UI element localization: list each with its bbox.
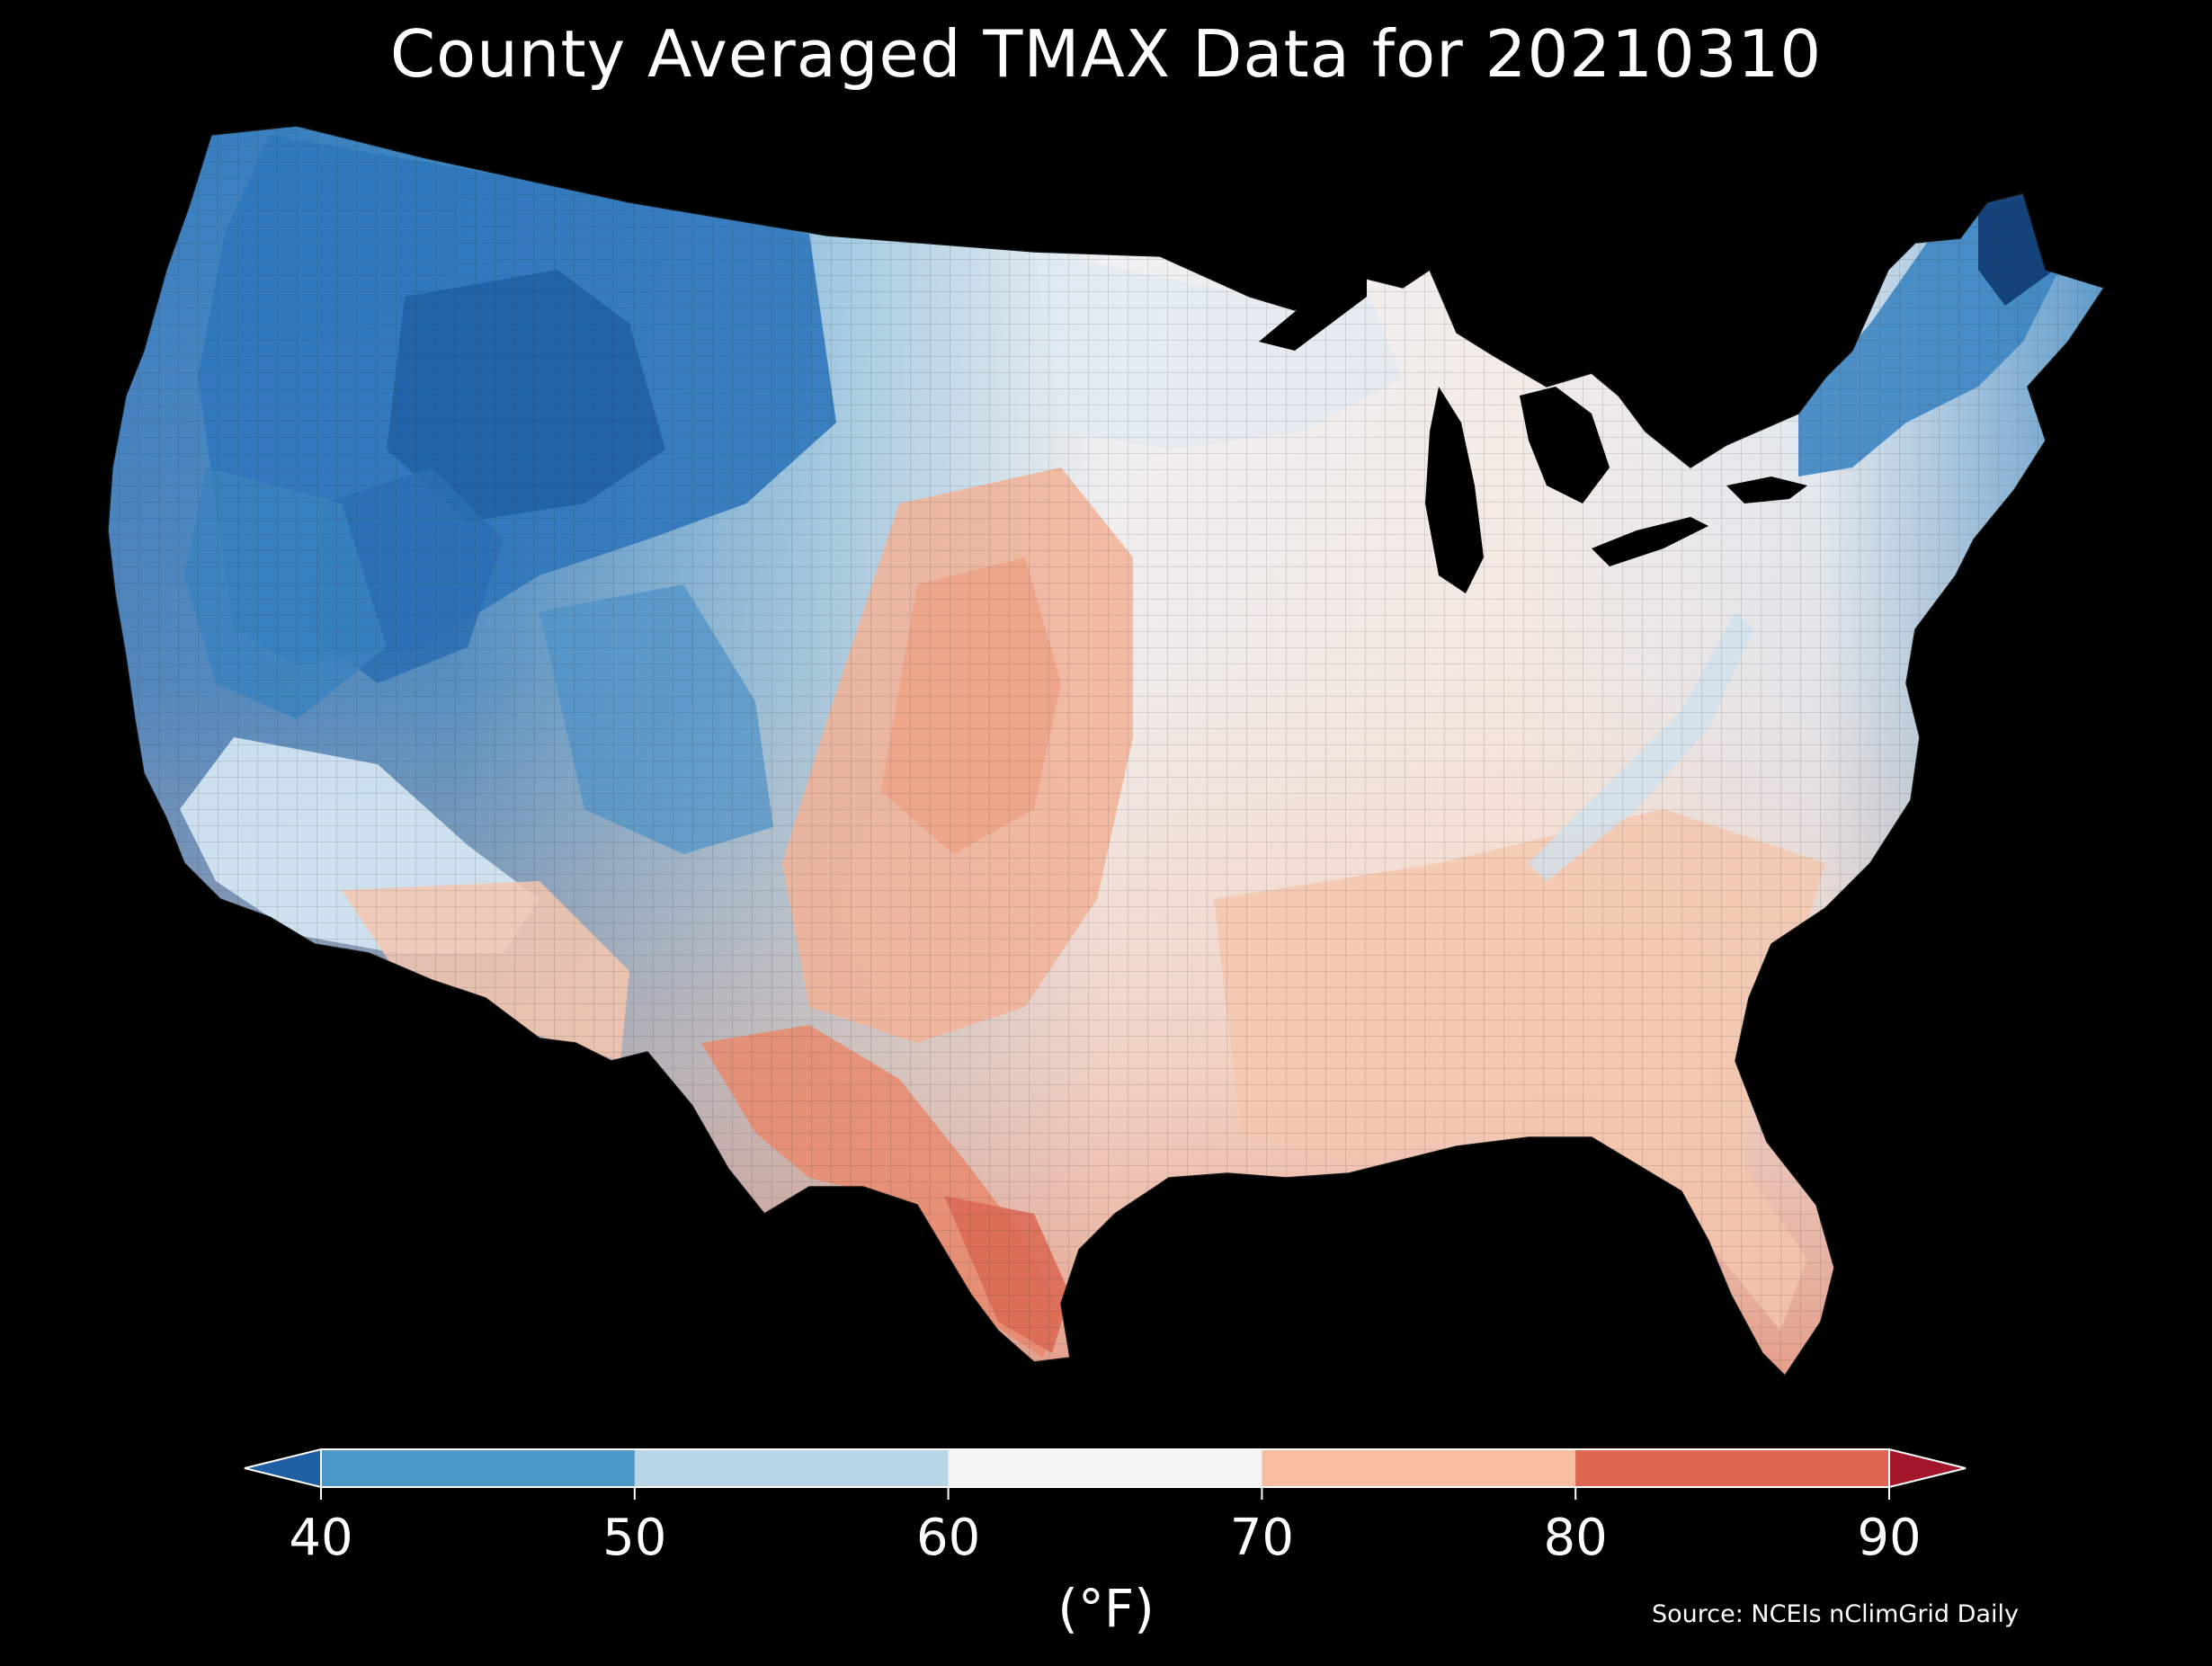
lake-ontario bbox=[1726, 477, 1807, 503]
source-credit: Source: NCEIs nClimGrid Daily bbox=[1652, 1600, 2019, 1628]
lake-superior bbox=[1259, 279, 1367, 351]
colorbar-bin bbox=[634, 1449, 950, 1487]
colorbar-tick-label: 80 bbox=[1543, 1509, 1608, 1567]
colorbar bbox=[244, 1448, 1967, 1500]
colorbar-bin bbox=[948, 1449, 1262, 1487]
colorbar-bin bbox=[1575, 1449, 1890, 1487]
colorbar-under-arrow bbox=[244, 1448, 322, 1489]
lake-huron bbox=[1520, 387, 1610, 503]
colorbar-tick-label: 50 bbox=[602, 1509, 667, 1567]
lake-erie bbox=[1592, 517, 1708, 566]
colorbar-tick-label: 70 bbox=[1229, 1509, 1295, 1567]
colorbar-over-arrow bbox=[1888, 1448, 1967, 1489]
colorbar-bin bbox=[321, 1449, 636, 1487]
colorbar-tick-label: 40 bbox=[289, 1509, 353, 1567]
map-title: County Averaged TMAX Data for 20210310 bbox=[389, 16, 1823, 92]
lake-michigan bbox=[1425, 387, 1484, 593]
colorbar-bin bbox=[1262, 1449, 1576, 1487]
great-lakes bbox=[1259, 279, 1807, 593]
colorbar-tick-label: 60 bbox=[915, 1509, 981, 1567]
colorbar-tick-label: 90 bbox=[1857, 1509, 1922, 1567]
colorbar-unit: (°F) bbox=[1057, 1578, 1155, 1639]
